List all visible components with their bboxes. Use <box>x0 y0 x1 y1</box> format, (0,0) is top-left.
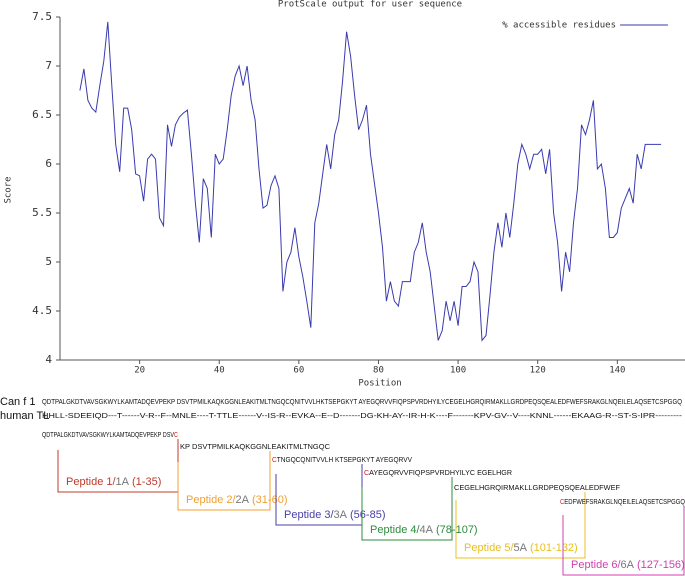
peptide-bracket <box>177 451 271 511</box>
peptide-label: Peptide 6/6A (127-156) <box>571 559 685 571</box>
peptide-name: Peptide 4/ <box>370 524 420 536</box>
y-tick-label: 4 <box>45 353 52 366</box>
peptide-alt: 5A <box>514 542 528 554</box>
peptide-sequence: QDTPALGKDTVAVSGKWYLKAMTADQEVPEKP DSVC <box>42 432 178 439</box>
sequence-part: TNGQCQNITVVLH KTSEPGKYT AYEGQRVV <box>277 457 413 464</box>
y-tick-label: 7.5 <box>32 10 52 23</box>
peptide-label: Peptide 4/4A (78-107) <box>370 524 478 536</box>
sequence: HHLL-SDEEIQD---T------V-R--F--MNLE----T-… <box>42 413 683 420</box>
peptide-name: Peptide 2/ <box>186 494 236 506</box>
peptide-sequence: CTNGQCQNITVVLH KTSEPGKYT AYEGQRVV <box>272 457 412 464</box>
peptide-range: (1-35) <box>132 476 161 488</box>
x-tick-label: 60 <box>293 366 304 376</box>
y-tick-label: 5 <box>45 255 52 268</box>
peptide-sequence: CEGELHGRQIRMAKLLGRDPEQSQEALEDFWEF <box>454 485 620 492</box>
peptide-alt: 1A <box>116 476 130 488</box>
sequence-part: EDFWEFSRAKGLNQEILELAQSETCSPGGQ <box>564 499 685 506</box>
legend-label: % accessible residues <box>502 21 616 31</box>
peptide-name: Peptide 1/ <box>66 476 116 488</box>
peptide-range: (78-107) <box>436 524 478 536</box>
y-tick-label: 6 <box>45 157 52 170</box>
x-tick-label: 100 <box>450 366 466 376</box>
peptide-range: (31-60) <box>252 494 287 506</box>
sequence: QDTPALGKDTVAVSGKWYLKAMTADQEVPEKP DSVTPMI… <box>42 399 682 406</box>
peptide-sequence: CAYEGQRVVFIQPSPVRDHYILYC EGELHGR <box>364 470 512 477</box>
row-label: human TL <box>0 410 49 422</box>
peptide-name: Peptide 6/ <box>571 559 621 571</box>
peptide-label: Peptide 2/2A (31-60) <box>186 494 287 506</box>
peptide-bracket <box>455 492 586 559</box>
peptide-bracket <box>562 506 685 576</box>
peptide-sequence: KP DSVTPMILKAQKGGNLEAKITMLTNGQC <box>180 444 330 451</box>
peptide-label: Peptide 3/3A (56-85) <box>284 509 385 521</box>
peptide-bracket <box>361 477 453 541</box>
y-tick-label: 5.5 <box>32 206 52 219</box>
peptide-label: Peptide 1/1A (1-35) <box>66 476 161 488</box>
sequence-part: C <box>364 470 369 477</box>
sequence-part: C <box>272 457 277 464</box>
peptide-alt: 2A <box>236 494 250 506</box>
sequence-part: QDTPALGKDTVAVSGKWYLKAMTADQEVPEKP DSV <box>42 432 174 439</box>
sequence-part: C <box>560 499 564 506</box>
peptide-range: (127-156) <box>637 559 685 571</box>
y-tick-label: 7 <box>45 59 52 72</box>
peptide-name: Peptide 3/ <box>284 509 334 521</box>
sequence-part: KP DSVTPMILKAQKGGNLEAKITMLTNGQC <box>180 444 330 451</box>
peptide-sequence: CEDFWEFSRAKGLNQEILELAQSETCSPGGQ <box>560 499 685 506</box>
data-line <box>79 21 662 342</box>
x-tick-label: 80 <box>373 366 384 376</box>
peptide-range: (56-85) <box>350 509 385 521</box>
x-tick-label: 40 <box>214 366 225 376</box>
x-tick-label: 20 <box>134 366 145 376</box>
peptide-alt: 3A <box>334 509 348 521</box>
sequence-part: CEGELHGRQIRMAKLLGRDPEQSQEALEDFWEF <box>454 485 620 492</box>
chart-title: ProtScale output for user sequence <box>278 0 462 10</box>
peptide-alt: 4A <box>420 524 434 536</box>
peptide-name: Peptide 5/ <box>464 542 514 554</box>
row-label: Can f 1 <box>0 396 35 408</box>
peptide-label: Peptide 5/5A (101-132) <box>464 542 578 554</box>
peptide-alt: 6A <box>621 559 635 571</box>
x-axis-label: Position <box>358 379 401 389</box>
sequence-part: AYEGQRVVFIQPSPVRDHYILYC EGELHGR <box>369 470 512 477</box>
sequence-part: C <box>174 432 178 439</box>
y-axis-label: Score <box>4 176 14 203</box>
y-tick-label: 4.5 <box>32 304 52 317</box>
x-tick-label: 140 <box>609 366 625 376</box>
y-tick-label: 6.5 <box>32 108 52 121</box>
peptide-range: (101-132) <box>530 542 578 554</box>
x-tick-label: 120 <box>530 366 546 376</box>
